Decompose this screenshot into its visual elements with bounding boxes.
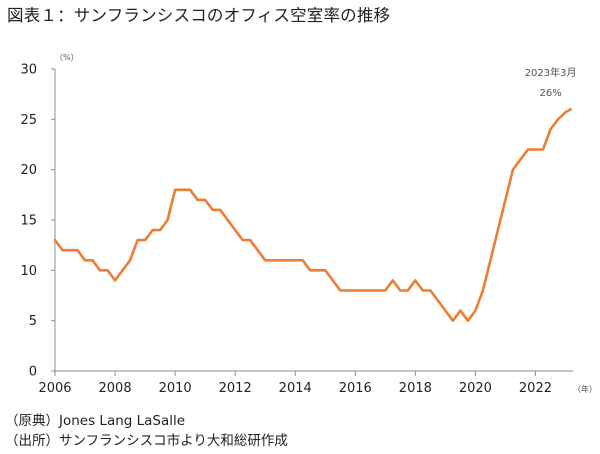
x-tick-label: 2006	[38, 381, 71, 396]
x-tick-label: 2010	[159, 381, 192, 396]
y-tick-label: 5	[29, 314, 37, 329]
x-tick-label: 2012	[219, 381, 252, 396]
x-tick-label: 2008	[99, 381, 132, 396]
y-tick-label: 30	[20, 63, 37, 78]
source-note-original: （原典）Jones Lang LaSalle	[5, 413, 186, 429]
x-tick-label: 2020	[459, 381, 492, 396]
source-notes: （原典）Jones Lang LaSalle （出所）サンフランシスコ市より大和…	[5, 411, 288, 451]
x-tick-label: 2014	[279, 381, 312, 396]
source-note-origin: （出所）サンフランシスコ市より大和総研作成	[5, 433, 288, 449]
y-tick-label: 0	[29, 365, 37, 380]
x-axis-unit: （年）	[573, 384, 597, 394]
x-tick-label: 2018	[399, 381, 432, 396]
y-tick-label: 20	[20, 163, 37, 178]
annotations: 2023年3月 26%	[525, 66, 577, 99]
vacancy-rate-line	[53, 108, 572, 323]
y-tick-label: 15	[20, 214, 37, 229]
y-axis-unit: （%）	[55, 53, 79, 62]
annotation-value: 26%	[539, 88, 561, 99]
annotation-date: 2023年3月	[525, 66, 577, 79]
chart-title: 図表１：サンフランシスコのオフィス空室率の推移	[7, 6, 391, 25]
x-tick-label: 2016	[339, 381, 372, 396]
x-tick-label: 2022	[519, 381, 552, 396]
data-series	[53, 108, 572, 323]
y-tick-label: 10	[20, 264, 37, 279]
y-axis: 0 5 10 15 20 25 30 （%）	[20, 53, 78, 380]
y-tick-label: 25	[20, 113, 37, 128]
x-axis: 2006 2008 2010 2012 2014 2016 2018 2020 2022 （年）	[38, 370, 597, 396]
